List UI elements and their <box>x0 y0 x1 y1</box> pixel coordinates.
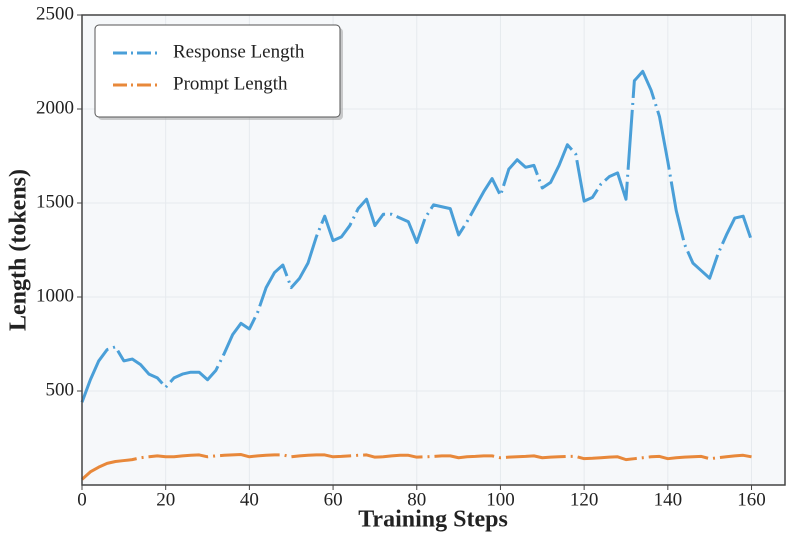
legend-label: Prompt Length <box>173 73 288 94</box>
legend-box <box>94 24 341 118</box>
x-tick-label: 160 <box>737 489 766 510</box>
legend-label: Response Length <box>173 41 305 62</box>
x-tick-label: 100 <box>486 489 515 510</box>
x-tick-label: 140 <box>654 489 683 510</box>
series-line <box>80 453 752 481</box>
x-tick-label: 20 <box>156 489 175 510</box>
x-tick-label: 120 <box>570 489 599 510</box>
x-tick-label: 80 <box>407 489 426 510</box>
y-axis-title: Length (tokens) <box>6 169 32 331</box>
x-tick-label: 0 <box>77 489 87 510</box>
x-tick-label: 40 <box>240 489 259 510</box>
y-tick-label: 2500 <box>36 3 74 24</box>
x-axis-title: Training Steps <box>358 507 508 533</box>
series-line <box>80 69 753 403</box>
plot-frame <box>81 14 786 486</box>
y-tick-label: 2000 <box>36 97 74 118</box>
y-tick-label: 1500 <box>36 191 74 212</box>
x-tick-label: 60 <box>324 489 343 510</box>
y-tick-label: 500 <box>46 379 75 400</box>
y-tick-label: 1000 <box>36 285 74 306</box>
